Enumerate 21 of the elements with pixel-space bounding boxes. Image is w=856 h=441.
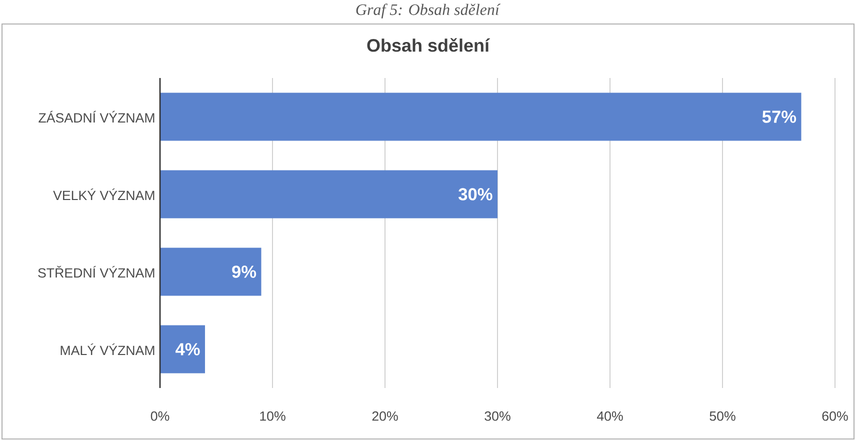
- x-tick-label: 0%: [150, 411, 170, 421]
- x-tick-label: 40%: [596, 411, 623, 421]
- x-tick-label: 30%: [484, 411, 510, 421]
- text: Graf 5: Obsah sdělení: [356, 4, 501, 18]
- x-tick-label: 50%: [710, 411, 736, 421]
- x-tick-label: 10%: [260, 411, 286, 421]
- x-tick-label: 20%: [372, 411, 398, 421]
- x-tick-label: 60%: [822, 411, 848, 421]
- data-label: 57%: [762, 110, 796, 123]
- y-tick-label: STŘEDNÍ VÝZNAM: [38, 266, 154, 278]
- bar: [160, 170, 498, 218]
- data-label: 4%: [176, 343, 200, 356]
- bar: [160, 248, 262, 296]
- bar: [160, 92, 802, 141]
- y-tick-label: VELKÝ VÝZNAM: [53, 188, 154, 200]
- bar: [160, 325, 206, 374]
- data-label: 30%: [458, 188, 492, 200]
- y-tick-label: ZÁSADNÍ VÝZNAM: [38, 110, 154, 123]
- chart-title: Obsah sdělení: [367, 38, 490, 52]
- y-tick-label: MALÝ VÝZNAM: [60, 343, 154, 356]
- data-label: 9%: [232, 266, 256, 278]
